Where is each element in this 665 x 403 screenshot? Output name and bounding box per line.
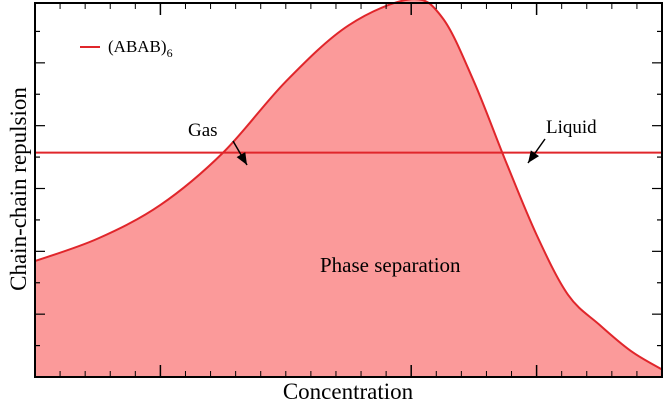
liquid-arrow-head — [528, 150, 540, 163]
axes-layer — [34, 2, 663, 378]
annotation-liquid: Liquid — [546, 117, 597, 138]
area-layer — [35, 0, 662, 377]
x-axis-label: Concentration — [283, 379, 414, 403]
phase-region-fill — [35, 0, 662, 377]
annotation-gas: Gas — [188, 120, 218, 141]
plot-frame — [34, 2, 663, 378]
y-axis-label: Chain-chain repulsion — [6, 87, 31, 291]
annotation-layer: Gas Liquid Phase separation — [188, 117, 597, 277]
line-layer — [34, 0, 663, 371]
legend-label: (ABAB)6 — [108, 37, 173, 60]
series-line-abab6 — [34, 0, 663, 371]
gas-arrow-head — [236, 152, 247, 165]
annotation-phase-separation: Phase separation — [320, 253, 461, 277]
